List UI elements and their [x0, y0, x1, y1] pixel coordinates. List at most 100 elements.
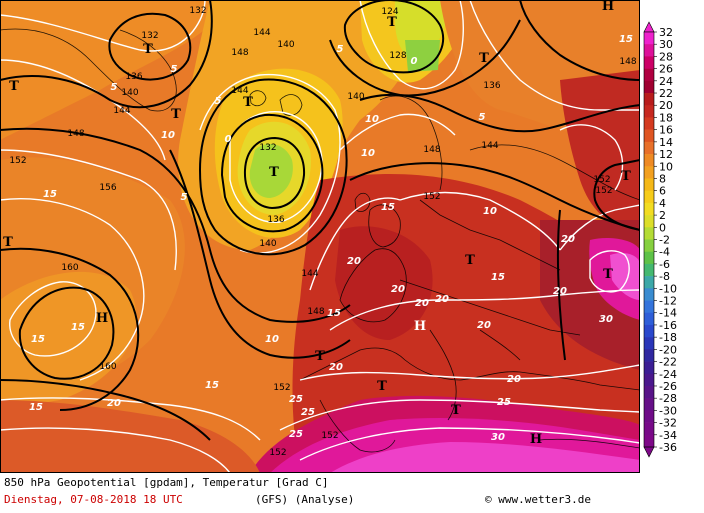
- scale-tick-label: -36: [659, 441, 677, 454]
- scale-tick-label: 32: [659, 26, 673, 39]
- scale-tick-label: 30: [659, 38, 673, 51]
- scale-tick-label: -2: [659, 234, 670, 247]
- temp-label: 0: [225, 134, 232, 145]
- scale-tick-label: 12: [659, 148, 673, 161]
- scale-tick-label: 28: [659, 50, 673, 63]
- geo-label: 148: [423, 145, 440, 155]
- low-pressure-marker: T: [171, 107, 181, 122]
- scale-band: [644, 190, 654, 204]
- temp-label: 5: [337, 44, 344, 55]
- scale-tick-label: -32: [659, 417, 677, 430]
- scale-tick-label: -20: [659, 343, 677, 356]
- scale-band: [644, 349, 654, 362]
- geo-label: 152: [269, 448, 286, 458]
- scale-band: [644, 263, 654, 277]
- scale-tick-label: -12: [659, 295, 677, 308]
- temp-label: 20: [107, 398, 121, 409]
- low-pressure-marker: T: [479, 51, 489, 66]
- temp-label: 25: [289, 429, 303, 440]
- scale-band: [644, 105, 654, 118]
- low-pressure-marker: T: [451, 403, 461, 418]
- low-pressure-marker: T: [3, 235, 13, 250]
- geo-label: 152: [593, 175, 610, 185]
- scale-band: [644, 93, 654, 106]
- scale-tick-label: -6: [659, 258, 670, 271]
- scale-tick-label: 8: [659, 172, 666, 185]
- low-pressure-marker: T: [621, 169, 631, 184]
- scale-band: [644, 129, 654, 143]
- temp-label: 15: [381, 202, 395, 213]
- scale-band: [644, 288, 654, 301]
- scale-band: [644, 215, 654, 228]
- scale-tick-label: 2: [659, 209, 666, 222]
- scale-arrow-up: [643, 21, 655, 33]
- geo-label: 148: [231, 48, 248, 58]
- geo-label: 160: [99, 362, 116, 372]
- high-pressure-marker: H: [602, 0, 614, 14]
- temp-label: 15: [29, 402, 43, 413]
- temp-label: 15: [71, 322, 85, 333]
- scale-band: [644, 166, 654, 179]
- geopotential-contours: [0, 0, 640, 441]
- scale-band: [644, 202, 654, 216]
- scale-arrow-down: [643, 446, 655, 458]
- scale-band: [644, 410, 654, 423]
- scale-band: [644, 361, 654, 375]
- scale-band: [644, 373, 654, 387]
- temp-label: 20: [553, 286, 567, 297]
- scale-band: [644, 117, 654, 130]
- scale-band: [644, 312, 654, 326]
- pressure-centers: H H H H T T T T T T T T T T T T T T: [3, 0, 631, 447]
- scale-band: [644, 385, 654, 399]
- temp-label: 5: [111, 82, 118, 93]
- temp-label: 15: [327, 308, 341, 319]
- scale-band: [644, 56, 654, 69]
- high-pressure-marker: H: [414, 319, 426, 334]
- temp-label: 15: [43, 189, 57, 200]
- geo-label: 140: [277, 40, 294, 50]
- valid-date: Dienstag, 07-08-2018 18 UTC: [4, 493, 183, 506]
- scale-band: [644, 422, 654, 436]
- geo-label: 152: [321, 431, 338, 441]
- low-pressure-marker: T: [315, 349, 325, 364]
- scale-band: [644, 141, 654, 155]
- scale-tick-label: 10: [659, 160, 673, 173]
- scale-tick-label: -4: [659, 246, 670, 259]
- geo-label: 160: [61, 263, 78, 273]
- map-footer: 850 hPa Geopotential [gpdam], Temperatur…: [0, 473, 704, 513]
- scale-tick-label: -14: [659, 307, 677, 320]
- scale-tick-label: -30: [659, 404, 677, 417]
- scale-band: [644, 178, 654, 191]
- scale-band: [644, 337, 654, 350]
- temp-label: 0: [411, 56, 418, 67]
- low-pressure-marker: T: [603, 267, 613, 282]
- geo-label: 152: [9, 156, 26, 166]
- low-pressure-marker: T: [269, 165, 279, 180]
- temp-label: 10: [161, 130, 175, 141]
- geopotential-labels: 124 128 132 132 132 136 136 136 140 140 …: [9, 6, 636, 458]
- geo-label: 136: [267, 215, 284, 225]
- scale-tick-label: 16: [659, 124, 673, 137]
- geo-label: 148: [307, 307, 324, 317]
- scale-tick-label: 24: [659, 75, 673, 88]
- color-scale-ticks: 32302826242220181614121086420-2-4-6-8-10…: [654, 26, 677, 454]
- temp-label: 20: [477, 320, 491, 331]
- scale-band: [644, 324, 654, 338]
- temp-label: 30: [599, 314, 613, 325]
- scale-tick-label: -34: [659, 429, 677, 442]
- scale-band: [644, 68, 654, 82]
- scale-tick-label: 6: [659, 185, 666, 198]
- geo-label: 144: [301, 269, 318, 279]
- scale-band: [644, 227, 654, 240]
- geo-label: 152: [423, 192, 440, 202]
- geo-label: 144: [253, 28, 270, 38]
- temp-label: 25: [497, 397, 511, 408]
- temp-label: 20: [391, 284, 405, 295]
- temp-label: 5: [215, 96, 222, 107]
- temp-label: 20: [435, 294, 449, 305]
- geo-label: 124: [381, 7, 398, 17]
- temp-label: 25: [289, 394, 303, 405]
- high-pressure-marker: H: [96, 311, 108, 326]
- scale-tick-label: -10: [659, 282, 677, 295]
- scale-tick-label: 20: [659, 99, 673, 112]
